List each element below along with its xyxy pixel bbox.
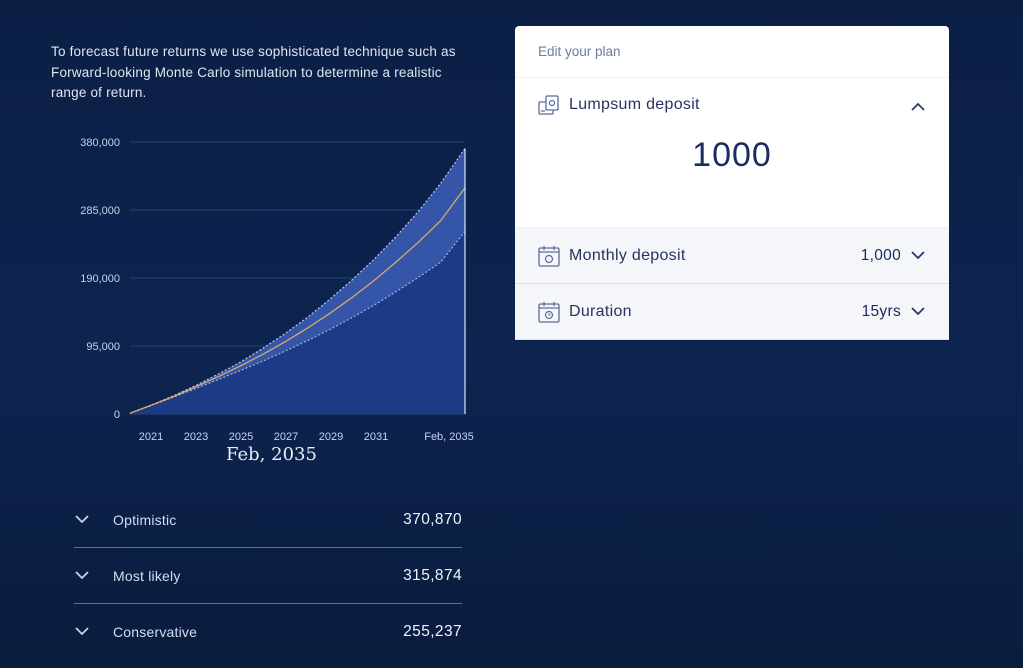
chevron-down-icon — [75, 512, 91, 528]
chevron-down-icon — [75, 568, 91, 584]
chart-date-caption: Feb, 2035 — [226, 444, 317, 465]
x-tick-label: 2021 — [139, 431, 163, 443]
lumpsum-header[interactable]: Lumpsum deposit — [537, 93, 700, 117]
y-tick-label: 380,000 — [80, 137, 120, 149]
scenario-value: 255,237 — [403, 622, 462, 640]
lumpsum-amount: 1000 — [692, 136, 772, 174]
scenario-label: Conservative — [113, 623, 198, 640]
x-tick-label: 2029 — [319, 431, 343, 443]
monthly-deposit-row[interactable]: Monthly deposit 1,000 — [515, 228, 949, 284]
panel-header: Edit your plan — [515, 26, 949, 78]
duration-row[interactable]: Duration 15yrs — [515, 284, 949, 340]
y-tick-label: 190,000 — [80, 273, 120, 285]
duration-title: Duration — [569, 302, 632, 320]
chevron-down-icon — [75, 624, 91, 640]
scenario-list: Optimistic 370,870 Most likely 315,874 C… — [74, 492, 462, 659]
y-tick-label: 95,000 — [86, 341, 120, 353]
x-tick-label: 2027 — [274, 431, 298, 443]
x-tick-label: 2023 — [184, 431, 208, 443]
forecast-chart-svg: 0 95,000 190,000 285,000 380,000 2021 2023 2025… — [80, 137, 474, 443]
monthly-deposit-value: 1,000 — [860, 246, 901, 264]
plan-editor-panel: Edit your plan Lumpsum deposit 1000 ‹ › — [515, 26, 949, 340]
monthly-deposit-title: Monthly deposit — [569, 246, 686, 264]
scenario-row-conservative[interactable]: Conservative 255,237 — [74, 604, 462, 659]
optimistic-line — [129, 148, 466, 414]
calendar-clock-icon — [537, 300, 561, 324]
x-tick-label: 2031 — [364, 431, 388, 443]
scenario-label: Most likely — [113, 567, 181, 584]
lumpsum-title: Lumpsum deposit — [569, 96, 700, 113]
duration-value: 15yrs — [861, 302, 901, 320]
lumpsum-section: Lumpsum deposit 1000 ‹ › — [515, 78, 949, 260]
x-tick-label: Feb, 2035 — [424, 431, 474, 443]
y-tick-label: 0 — [114, 409, 120, 421]
money-deposit-icon — [537, 93, 561, 117]
conservative-area — [130, 231, 465, 414]
scenario-value: 315,874 — [403, 566, 462, 584]
scenario-row-most-likely[interactable]: Most likely 315,874 — [74, 548, 462, 604]
calendar-coin-icon — [537, 244, 561, 268]
chevron-down-icon[interactable] — [911, 303, 925, 321]
x-tick-label: 2025 — [229, 431, 253, 443]
forecast-band — [130, 148, 465, 414]
scenario-value: 370,870 — [403, 510, 462, 528]
chevron-down-icon[interactable] — [911, 247, 925, 265]
forecast-chart: 0 95,000 190,000 285,000 380,000 2021 2023 2025… — [50, 128, 490, 473]
scenario-row-optimistic[interactable]: Optimistic 370,870 — [74, 492, 462, 548]
y-tick-label: 285,000 — [80, 205, 120, 217]
intro-text: To forecast future returns we use sophis… — [51, 44, 456, 100]
chevron-up-icon[interactable] — [911, 98, 925, 116]
scenario-label: Optimistic — [113, 511, 177, 528]
most-likely-line — [129, 187, 466, 414]
